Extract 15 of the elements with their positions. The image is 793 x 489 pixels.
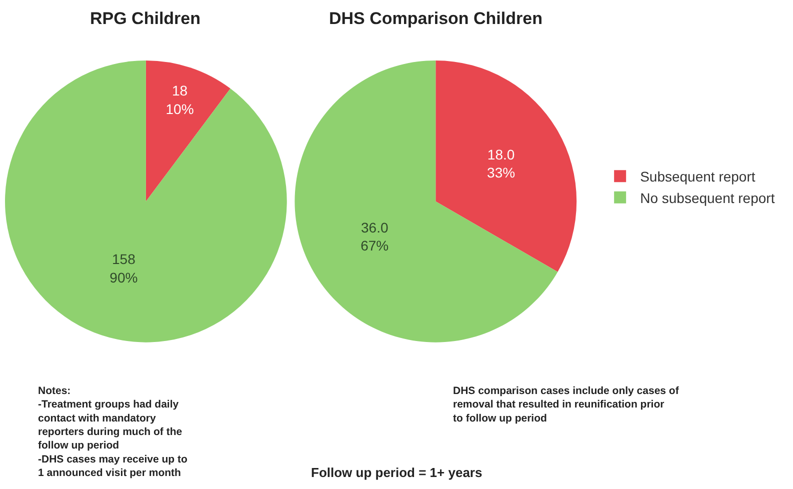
data-label: 18 10%: [166, 82, 194, 117]
pie-slice: [294, 60, 558, 342]
data-label: 18.0 33%: [487, 146, 516, 181]
legend-label: Subsequent report: [640, 168, 756, 185]
chart-title: DHS Comparison Children: [329, 9, 542, 28]
data-label: 36.0 67%: [360, 220, 389, 254]
pie-slice: [436, 60, 577, 272]
pie-slice: [5, 60, 287, 342]
pie-slice: [146, 60, 230, 202]
text: DHS comparison cases include only cases of removal that resulted in reunification prior to follow up period: [453, 385, 680, 424]
legend-label: No subsequent report: [640, 190, 775, 206]
text: Follow up period = 1+ years: [311, 465, 482, 480]
text: Notes: -Treatment groups had daily contact with mandatory reporters during much of the follow up period -DHS cases may receive up to 1 announced visit per month: [38, 385, 188, 479]
data-label: 158 90%: [110, 251, 138, 286]
chart-title: RPG Children: [90, 9, 201, 28]
